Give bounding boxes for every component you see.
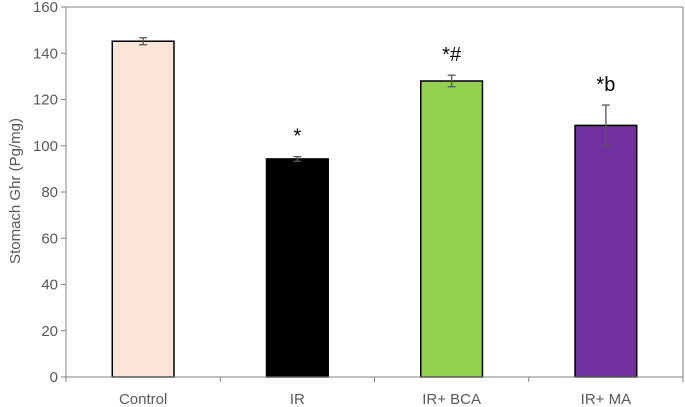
significance-label: *# xyxy=(442,44,462,66)
significance-label: *b xyxy=(596,74,615,96)
x-axis-ticks: Control IR IR+ BCA IR+ MA xyxy=(65,377,684,407)
y-axis-ticks: 0 20 40 60 80 100 120 140 160 xyxy=(33,0,66,386)
y-tick-label: 80 xyxy=(41,184,58,201)
y-tick-label: 60 xyxy=(41,230,58,247)
y-tick-label: 40 xyxy=(41,277,58,294)
x-tick-label: IR xyxy=(290,391,305,407)
y-tick-label: 20 xyxy=(41,323,58,340)
significance-annotations: * *# *b xyxy=(293,44,615,147)
y-tick-label: 100 xyxy=(33,138,58,155)
error-bars xyxy=(139,37,610,162)
x-tick-label: Control xyxy=(119,391,167,407)
bar-ir xyxy=(265,158,329,378)
bar-ir-ma xyxy=(574,124,638,378)
bars xyxy=(111,40,638,378)
bar-ir-bca xyxy=(420,80,484,378)
y-axis-label: Stomach Ghr (Pg/mg) xyxy=(7,118,24,264)
significance-label: * xyxy=(293,126,301,148)
bar-control xyxy=(111,40,175,378)
y-tick-label: 140 xyxy=(33,45,58,62)
y-tick-label: 160 xyxy=(33,0,58,16)
x-tick-label: IR+ BCA xyxy=(422,391,481,407)
y-tick-label: 120 xyxy=(33,92,58,109)
y-tick-label: 0 xyxy=(50,369,58,386)
x-tick-label: IR+ MA xyxy=(581,391,631,407)
